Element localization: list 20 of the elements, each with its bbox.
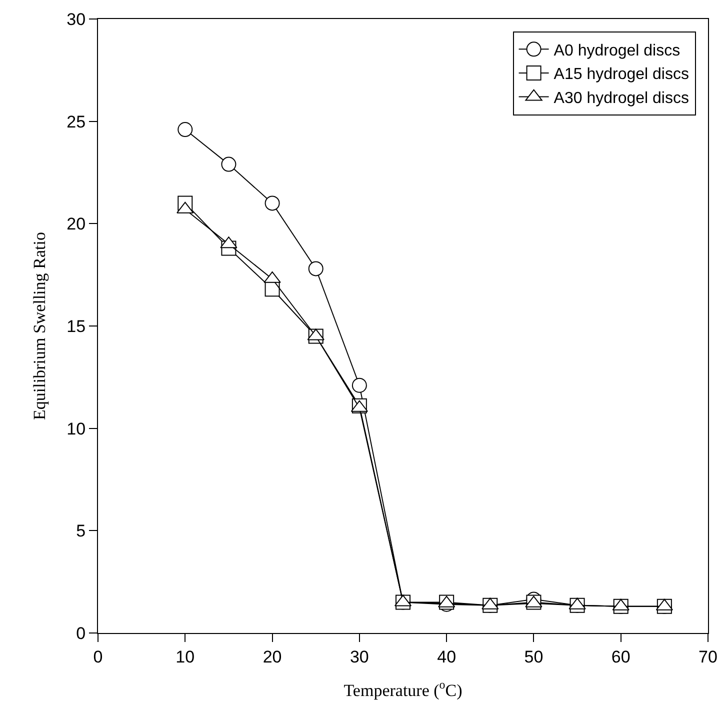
x-tick-label: 0 [93,647,103,666]
x-tick-label: 70 [698,647,718,666]
y-tick-label: 15 [66,316,86,336]
y-tick-label: 5 [76,522,86,541]
y-tick-label: 0 [76,624,86,643]
y-tick-label: 10 [66,419,86,438]
y-axis-title: Equilibrium Swelling Ratio [30,232,50,420]
x-tick-label: 30 [350,647,369,666]
legend-label: A30 hydrogel discs [554,90,689,108]
x-tick-label: 40 [437,647,456,666]
x-tick-label: 60 [611,647,630,666]
x-axis-title: Temperature ($^{o}$C) [344,678,462,700]
y-tick-label: 30 [66,10,86,29]
x-tick-label: 20 [262,647,282,666]
legend-label: A15 hydrogel discs [554,66,689,84]
y-tick-label: 20 [66,214,86,234]
y-tick-label: 25 [66,112,86,132]
x-tick-label: 50 [524,647,544,666]
legend-label: A0 hydrogel discs [554,42,680,60]
x-tick-label: 10 [176,647,195,666]
